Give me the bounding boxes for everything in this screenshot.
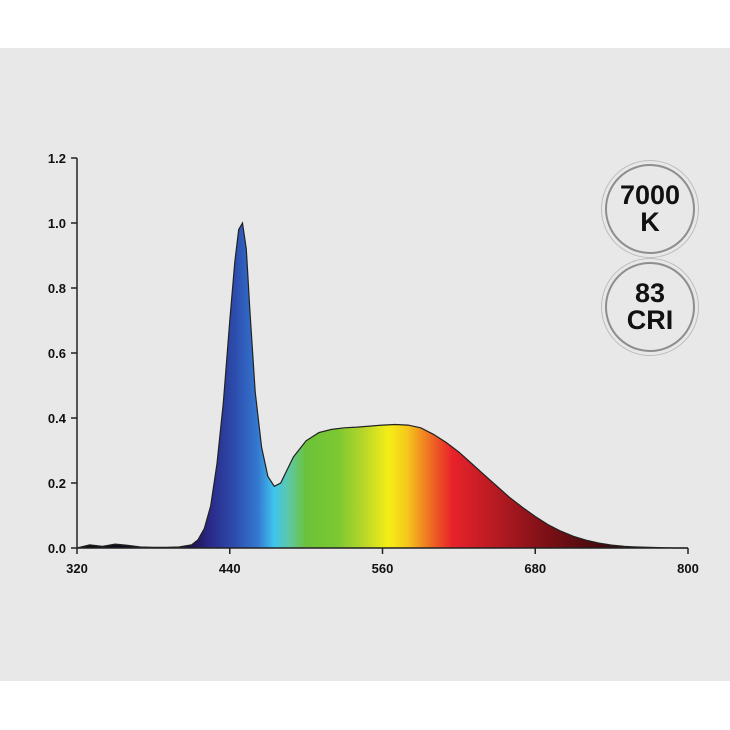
spectrum-chart: 0.0 0.2 0.4 0.6 0.8 1.0 1.2 320 440 560 680 800	[48, 151, 699, 576]
cct-badge: 7000 K	[605, 164, 695, 254]
y-tick-label: 0.6	[48, 346, 66, 361]
y-tick-label: 1.0	[48, 216, 66, 231]
spectrum-line	[76, 221, 688, 549]
cri-unit: CRI	[626, 305, 674, 335]
x-tick-label: 680	[524, 561, 546, 576]
y-tick-label: 0.0	[48, 541, 66, 556]
spectrum-area	[77, 223, 688, 548]
x-tick-label: 440	[219, 561, 241, 576]
y-tick-label: 0.2	[48, 476, 66, 491]
cri-badge: 83 CRI	[605, 262, 695, 352]
cct-unit: K	[640, 207, 660, 237]
cct-value: 7000	[619, 180, 681, 210]
y-tick-label: 0.4	[48, 411, 67, 426]
x-tick-label: 800	[677, 561, 699, 576]
x-tick-label: 320	[66, 561, 88, 576]
x-tick-label: 560	[372, 561, 394, 576]
chart-panel: 0.0 0.2 0.4 0.6 0.8 1.0 1.2 320 440 560 680 800 700…	[0, 48, 730, 681]
y-tick-label: 0.8	[48, 281, 66, 296]
y-tick-label: 1.2	[48, 151, 66, 166]
cri-value: 83	[634, 278, 666, 308]
